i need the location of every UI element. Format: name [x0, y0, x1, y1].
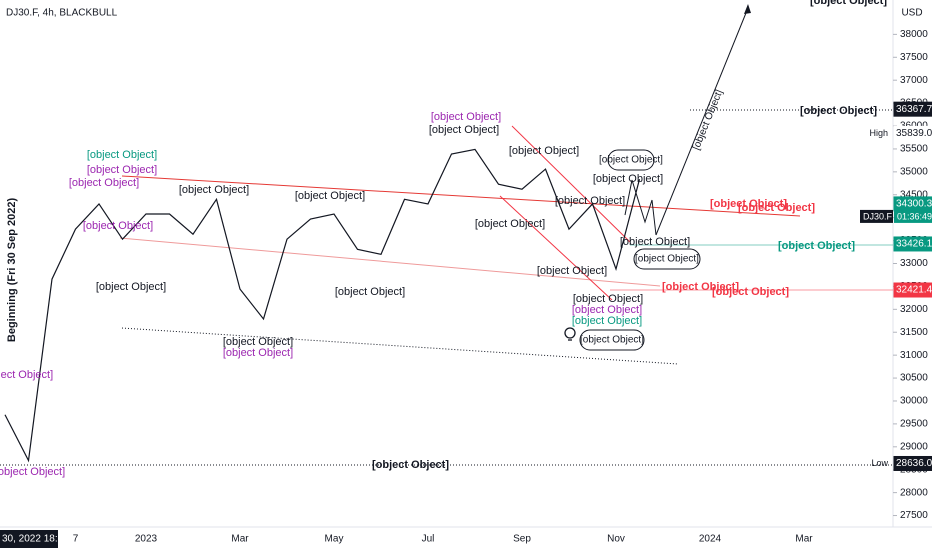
y-axis-label: Beginning (Fri 30 Sep 2022) [6, 198, 18, 343]
middle-channel [119, 237, 661, 287]
symbol-box [860, 209, 893, 223]
cursor-time-box [0, 530, 58, 548]
projection-zigzag [624, 179, 657, 236]
wave-label: [object Object] [87, 149, 157, 161]
wave-label: [object Object] [0, 466, 65, 478]
wave-label: [object Object] [96, 281, 166, 293]
annotation: [object Object] [800, 105, 877, 117]
price-tag: High [869, 128, 888, 138]
price-label: 33426.17 [896, 239, 932, 250]
x-tick-label: 2024 [699, 534, 722, 545]
y-tick-label: 31000 [900, 350, 928, 361]
annotation: [object Object] [738, 202, 815, 214]
x-tick-label: Mar [231, 534, 249, 545]
y-tick-label: 35500 [900, 144, 928, 155]
wave-label: [object Object] [0, 369, 53, 381]
price-label-box [893, 101, 932, 117]
countdown-box [894, 210, 932, 223]
wave-label: [object Object] [537, 265, 607, 277]
y-tick-label: 29000 [900, 441, 928, 452]
y-tick-label: 37500 [900, 52, 928, 63]
currency: USD [901, 8, 922, 19]
y-tick-label: 30000 [900, 396, 928, 407]
price-label: 36367.70 [896, 104, 932, 115]
y-tick-label: 30500 [900, 373, 928, 384]
annotation: [object Object] [712, 286, 789, 298]
wave-label: [object Object] [335, 286, 405, 298]
annotation: [object Object] [662, 281, 739, 293]
y-tick-label: 38000 [900, 29, 928, 40]
wave-label: [object Object] [509, 145, 579, 157]
wave-label: [object Object] [572, 315, 642, 327]
wave-label: [object Object] [83, 220, 153, 232]
annotation: [object Object] [810, 0, 887, 7]
x-tick-label: Nov [607, 534, 625, 545]
x-tick-label: Sep [513, 534, 531, 545]
countdown: 01:36:49 [897, 211, 932, 221]
wave-label: [object Object] [475, 218, 545, 230]
wave-label: [object Object] [431, 111, 501, 123]
y-tick-label: 34500 [900, 189, 928, 200]
corrective-box [633, 248, 701, 270]
chart-title: DJ30.F, 4h, BLACKBULL [6, 8, 118, 19]
symbol: DJ30.F [863, 211, 893, 221]
falling-channel-bottom [499, 195, 613, 301]
top-channel [121, 175, 801, 217]
wave-label: [object Object] [572, 304, 642, 316]
price-label-box [893, 125, 932, 141]
y-tick-label: 31500 [900, 327, 928, 338]
impulse-box [607, 149, 655, 171]
wave-label: [object Object] [223, 336, 293, 348]
wave-label: [object Object] [223, 347, 293, 359]
wave-label: [object Object] [69, 177, 139, 189]
arrow-head [744, 4, 751, 14]
y-tick-label: 32000 [900, 304, 928, 315]
falling-channel-top [511, 125, 631, 243]
price-label-box [893, 455, 932, 471]
annotation: [object Object] [635, 254, 699, 265]
wave-label: [object Object] [87, 164, 157, 176]
y-tick-label: 27500 [900, 510, 928, 521]
price-label: 34300.31 [896, 199, 932, 210]
x-tick-label: 7 [73, 534, 79, 545]
price-tag: Low [871, 458, 888, 468]
y-tick-label: 37000 [900, 75, 928, 86]
price-label: 32421.43 [896, 285, 932, 296]
x-tick-label: 2023 [135, 534, 158, 545]
y-tick-label: 35000 [900, 166, 928, 177]
wave-label: [object Object] [573, 293, 643, 305]
y-tick-label: 28000 [900, 487, 928, 498]
cursor-time: 30, 2022 18:00 [2, 534, 69, 545]
price-label: 28636.00 [896, 458, 932, 469]
wave-label: [object Object] [620, 236, 690, 248]
price-label: 35839.00 [896, 128, 932, 139]
annotation: [object Object] [710, 198, 787, 210]
flat-box [579, 329, 645, 351]
price-label-box [893, 282, 932, 298]
wave-label: [object Object] [179, 184, 249, 196]
wave-label: [object Object] [295, 190, 365, 202]
y-tick-label: 29500 [900, 419, 928, 430]
wave-label: [object Object] [555, 195, 625, 207]
annotation: [object Object] [778, 240, 855, 252]
impulse-arrow [655, 7, 749, 236]
x-tick-label: Jul [422, 534, 435, 545]
wave-label: [object Object] [593, 173, 663, 185]
annotation: [object Object] [599, 155, 663, 166]
annotation: [object Object] [372, 459, 449, 471]
annotation: [object Object] [580, 335, 644, 346]
y-tick-label: 33000 [900, 258, 928, 269]
price-line [4, 148, 641, 463]
lightbulb-icon [564, 327, 576, 341]
wave-label: [object Object] [429, 124, 499, 136]
price-label-box [893, 236, 932, 252]
x-tick-label: Mar [795, 534, 813, 545]
x-tick-label: May [325, 534, 344, 545]
